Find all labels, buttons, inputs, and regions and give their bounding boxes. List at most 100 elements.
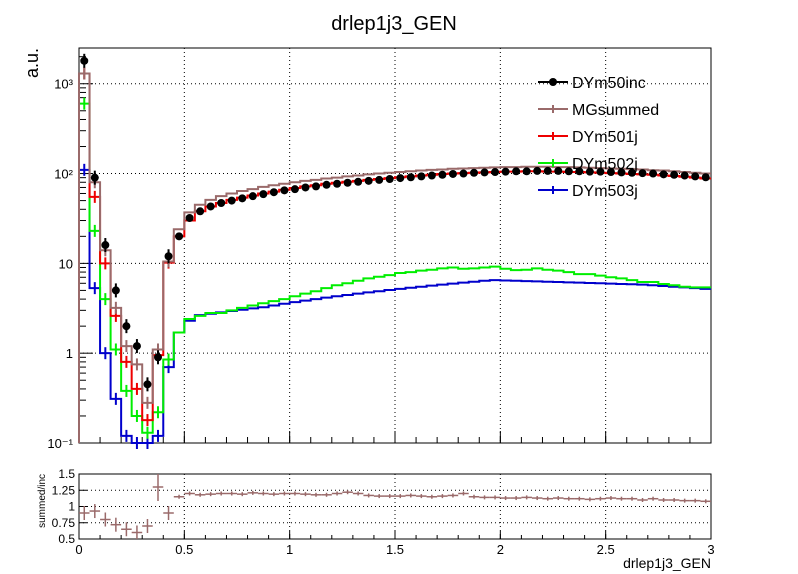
data-point [691,172,700,181]
data-point [90,173,99,182]
x-axis-label: drlep1j3_GEN [623,555,711,571]
data-point [448,169,457,178]
main-axis-ticks: 10⁻¹ 1 10 10² 10³ [47,56,712,451]
legend-label: DYm503j [572,183,638,200]
data-point [533,166,542,175]
data-point [680,171,689,180]
data-point [649,169,658,178]
data-point [333,179,342,188]
data-point [196,207,205,216]
data-point [312,182,320,191]
data-point [122,322,131,331]
ratio-y-tick-label: 0.5 [58,532,75,546]
data-point [354,177,363,186]
legend-entry-DYm50inc: DYm50inc [538,75,646,92]
main-series-layer [78,53,711,449]
series-DYm502j [78,97,711,443]
y-tick-label: 1 [66,346,73,361]
data-point [238,194,247,203]
x-tick-label: 2 [497,542,504,557]
data-point [385,174,394,183]
data-point [396,174,405,183]
ratio-y-tick-label: 0.75 [52,516,76,530]
data-point [164,252,173,261]
data-point [375,175,384,184]
series-line-DYm503j [78,168,711,444]
data-point [701,173,710,182]
data-point [280,186,289,195]
data-point [659,170,668,179]
data-point [248,192,257,201]
data-point [143,380,152,389]
legend-entry-DYm503j: DYm503j [538,183,638,200]
legend: DYm50inc MGsummed DYm501j DYm502j DYm503j [538,75,659,200]
chart-title: drlep1j3_GEN [331,13,457,35]
data-point [564,167,573,176]
legend-marker [549,78,557,86]
data-point [322,180,331,189]
y-axis-label: a.u. [22,48,42,78]
data-point [101,241,110,250]
series-DYm503j [78,163,711,449]
data-point [628,168,636,177]
data-point [406,173,415,182]
data-point [217,199,226,208]
legend-label: DYm502j [572,156,638,173]
series-DYm50inc [80,53,710,392]
data-point [585,167,594,176]
x-tick-label: 1 [286,542,293,557]
data-point [185,214,194,223]
data-point [290,185,299,194]
legend-entry-DYm502j: DYm502j [538,156,638,173]
y-tick-label: 10³ [54,77,73,92]
data-point [259,190,268,199]
data-point [575,167,584,176]
y-tick-label: 10² [54,167,73,182]
data-point [343,178,352,187]
x-tick-label: 0.5 [175,542,193,557]
data-point [480,168,489,177]
data-point [606,168,615,177]
data-point [438,170,447,179]
data-point [638,169,647,178]
data-point [269,188,278,197]
data-point [596,167,605,176]
data-point [427,171,436,180]
data-point [512,167,521,176]
data-point [111,286,120,295]
series-line-MGsummed [78,72,711,443]
data-point [491,168,500,177]
data-point [227,196,236,205]
data-point [459,169,468,178]
ratio-y-tick-label: 1.5 [58,467,75,481]
data-point [501,167,510,176]
data-point [417,172,426,181]
data-point [543,166,552,175]
data-point [80,56,89,65]
main-plot-pad: 10⁻¹ 1 10 10² 10³ a.u. [22,47,712,451]
y-tick-label: 10⁻¹ [47,436,73,451]
data-point [132,342,141,351]
ratio-y-tick-label: 1.25 [52,483,76,497]
ratio-y-axis-label: summed/inc [37,474,48,528]
x-tick-label: 3 [707,542,714,557]
data-point [522,167,531,176]
data-point [554,166,563,175]
x-tick-label: 0 [75,542,82,557]
ratio-series-layer [79,474,711,539]
ratio-grid [79,474,711,539]
series-line-DYm502j [78,102,711,443]
data-point [301,183,310,192]
data-point [206,202,215,211]
x-tick-label: 1.5 [386,542,404,557]
data-point [670,170,679,179]
y-tick-label: 10 [59,256,73,271]
x-tick-label: 2.5 [597,542,615,557]
legend-label: DYm501j [572,129,638,146]
data-point [470,168,478,177]
legend-label: MGsummed [572,102,659,119]
